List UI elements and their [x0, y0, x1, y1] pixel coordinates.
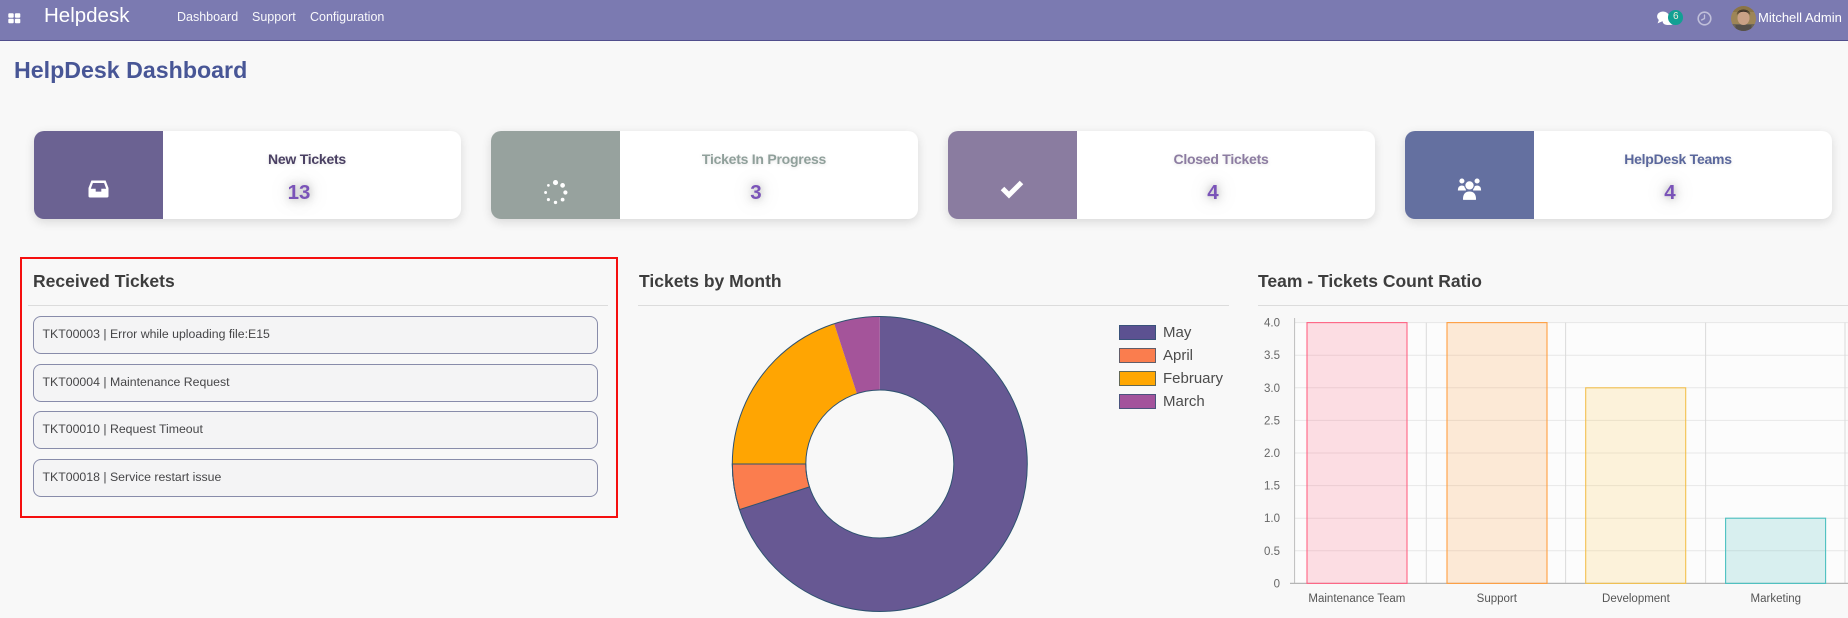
svg-text:Support: Support [1477, 593, 1518, 605]
svg-text:1.0: 1.0 [1264, 513, 1280, 525]
svg-text:0: 0 [1274, 578, 1280, 590]
svg-text:Maintenance Team: Maintenance Team [1308, 593, 1405, 605]
svg-text:3.5: 3.5 [1264, 350, 1280, 362]
svg-text:Development: Development [1602, 593, 1671, 605]
svg-text:0.5: 0.5 [1264, 546, 1280, 558]
svg-text:1.5: 1.5 [1264, 481, 1280, 493]
svg-text:Marketing: Marketing [1751, 593, 1802, 605]
svg-text:3.0: 3.0 [1264, 383, 1280, 395]
svg-text:2.5: 2.5 [1264, 415, 1280, 427]
svg-text:4.0: 4.0 [1264, 318, 1280, 330]
svg-text:2.0: 2.0 [1264, 448, 1280, 460]
